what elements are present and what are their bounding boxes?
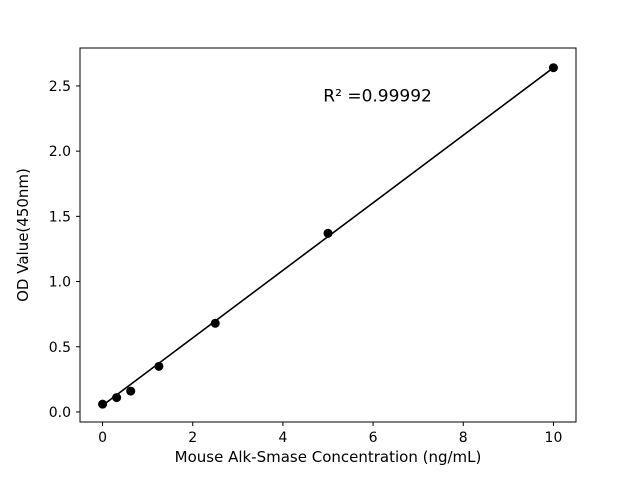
y-tick-label: 2.5 xyxy=(49,79,71,95)
data-point xyxy=(112,393,122,403)
x-axis-label: Mouse Alk-Smase Concentration (ng/mL) xyxy=(175,448,482,466)
r-squared-annotation: R² =0.99992 xyxy=(323,87,432,107)
x-tick-label: 0 xyxy=(98,430,107,446)
plot-border xyxy=(79,47,577,423)
data-point xyxy=(154,361,164,371)
x-tick-label: 2 xyxy=(188,430,197,446)
x-tick-label: 8 xyxy=(459,430,468,446)
data-point xyxy=(98,399,108,409)
y-axis-label: OD Value(450nm) xyxy=(14,168,32,302)
data-point xyxy=(210,318,220,328)
y-tick-label: 0.5 xyxy=(49,340,71,356)
y-tick-label: 1.0 xyxy=(49,275,71,291)
data-point xyxy=(323,228,333,238)
y-tick-label: 1.5 xyxy=(49,209,71,225)
x-tick-label: 6 xyxy=(369,430,378,446)
y-tick-label: 2.0 xyxy=(49,144,71,160)
data-point xyxy=(126,386,136,396)
y-tick-label: 0.0 xyxy=(49,405,71,421)
x-tick-label: 4 xyxy=(278,430,287,446)
data-point xyxy=(548,63,558,73)
x-tick-label: 10 xyxy=(545,430,563,446)
